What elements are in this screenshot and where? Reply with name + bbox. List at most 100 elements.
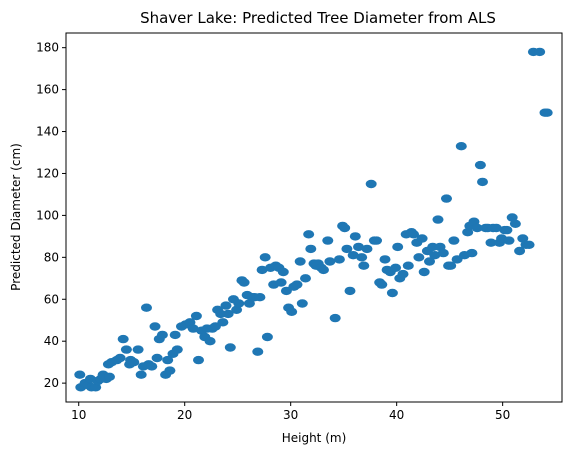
data-point bbox=[477, 177, 488, 187]
data-point bbox=[501, 225, 513, 235]
data-point bbox=[376, 280, 388, 289]
data-point bbox=[169, 330, 181, 340]
data-point bbox=[231, 305, 243, 314]
data-point bbox=[104, 372, 115, 381]
data-point bbox=[418, 267, 430, 277]
data-point bbox=[90, 383, 102, 392]
data-point bbox=[365, 179, 377, 189]
data-point bbox=[506, 213, 518, 222]
data-point bbox=[474, 160, 486, 170]
axis-ticks: 10 20 30 40 50 20 40 60 80 100 120 140 160 180 bbox=[36, 41, 510, 422]
y-tick-label: 120 bbox=[36, 166, 59, 180]
data-point bbox=[402, 261, 414, 270]
data-point bbox=[294, 257, 306, 266]
data-point bbox=[455, 142, 467, 151]
data-point bbox=[275, 278, 287, 287]
data-point bbox=[408, 230, 420, 239]
data-point bbox=[390, 263, 402, 272]
y-tick-label: 80 bbox=[44, 250, 59, 264]
data-point bbox=[437, 248, 449, 258]
data-point bbox=[322, 236, 334, 245]
y-axis-label: Predicted Diameter (cm) bbox=[9, 143, 23, 291]
data-point bbox=[132, 345, 144, 354]
data-point bbox=[162, 355, 174, 365]
data-point bbox=[117, 334, 129, 344]
data-point bbox=[222, 309, 234, 319]
plot-frame bbox=[65, 32, 563, 403]
data-point bbox=[296, 299, 308, 308]
data-point bbox=[286, 307, 298, 316]
data-point bbox=[503, 236, 515, 245]
data-point bbox=[318, 265, 329, 275]
data-point bbox=[151, 353, 163, 363]
data-point bbox=[238, 278, 250, 287]
data-point bbox=[324, 257, 336, 266]
data-point bbox=[256, 265, 268, 275]
data-point bbox=[114, 353, 126, 363]
data-point bbox=[353, 242, 364, 252]
data-point bbox=[523, 240, 535, 249]
x-tick-label: 30 bbox=[283, 408, 298, 422]
data-point bbox=[329, 313, 341, 323]
data-point bbox=[344, 286, 356, 296]
data-point bbox=[233, 299, 245, 308]
data-point bbox=[305, 244, 317, 254]
data-point bbox=[252, 347, 264, 356]
data-point bbox=[261, 332, 273, 342]
data-point bbox=[392, 242, 404, 252]
x-tick-label: 50 bbox=[495, 408, 510, 422]
data-points bbox=[74, 47, 553, 392]
data-point bbox=[243, 299, 255, 308]
data-point bbox=[184, 318, 196, 327]
data-point bbox=[441, 194, 452, 203]
y-tick-label: 60 bbox=[44, 292, 59, 306]
data-point bbox=[432, 215, 444, 224]
data-point bbox=[146, 362, 158, 371]
data-point bbox=[514, 246, 526, 256]
data-point bbox=[386, 288, 398, 298]
data-point bbox=[120, 345, 132, 354]
data-point bbox=[135, 370, 147, 379]
data-point bbox=[149, 322, 161, 331]
y-tick-label: 40 bbox=[44, 334, 59, 348]
data-point bbox=[397, 269, 409, 279]
data-point bbox=[339, 223, 351, 233]
data-point bbox=[254, 293, 266, 302]
data-point bbox=[193, 355, 204, 365]
y-tick-label: 180 bbox=[36, 41, 59, 55]
data-point bbox=[466, 248, 478, 258]
data-point bbox=[541, 108, 553, 117]
y-tick-label: 160 bbox=[36, 83, 59, 97]
data-point bbox=[517, 234, 529, 243]
data-point bbox=[429, 251, 441, 260]
data-point bbox=[379, 255, 391, 264]
data-point bbox=[347, 251, 359, 260]
data-point bbox=[471, 223, 483, 233]
y-tick-label: 20 bbox=[44, 376, 59, 390]
data-point bbox=[141, 303, 152, 312]
data-point bbox=[416, 234, 428, 243]
x-axis-label: Height (m) bbox=[282, 431, 347, 445]
chart-title: Shaver Lake: Predicted Tree Diameter fro… bbox=[140, 9, 496, 27]
data-point bbox=[224, 343, 236, 352]
data-point bbox=[485, 238, 497, 247]
data-point bbox=[341, 244, 353, 254]
data-point bbox=[187, 324, 199, 333]
data-point bbox=[448, 236, 460, 245]
data-point bbox=[468, 217, 480, 226]
data-point bbox=[361, 244, 373, 254]
data-point bbox=[259, 253, 271, 262]
data-point bbox=[490, 223, 502, 233]
data-point bbox=[300, 274, 311, 283]
x-tick-label: 40 bbox=[389, 408, 404, 422]
data-point bbox=[445, 261, 457, 270]
data-point bbox=[424, 257, 435, 266]
data-point bbox=[303, 230, 315, 239]
x-tick-label: 10 bbox=[71, 408, 86, 422]
data-point bbox=[371, 236, 382, 245]
data-point bbox=[509, 219, 521, 228]
data-point bbox=[534, 47, 546, 57]
data-point bbox=[190, 311, 202, 321]
data-point bbox=[171, 345, 183, 354]
